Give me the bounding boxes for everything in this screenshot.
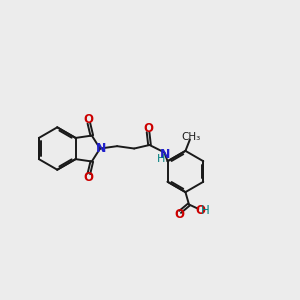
Text: O: O (84, 171, 94, 184)
Text: O: O (84, 113, 94, 126)
Text: O: O (174, 208, 184, 221)
Text: CH₃: CH₃ (182, 132, 201, 142)
Text: O: O (195, 204, 205, 217)
Text: H: H (157, 154, 166, 164)
Text: O: O (143, 122, 153, 135)
Text: N: N (160, 148, 170, 160)
Text: N: N (96, 142, 106, 155)
Text: H: H (201, 204, 210, 217)
